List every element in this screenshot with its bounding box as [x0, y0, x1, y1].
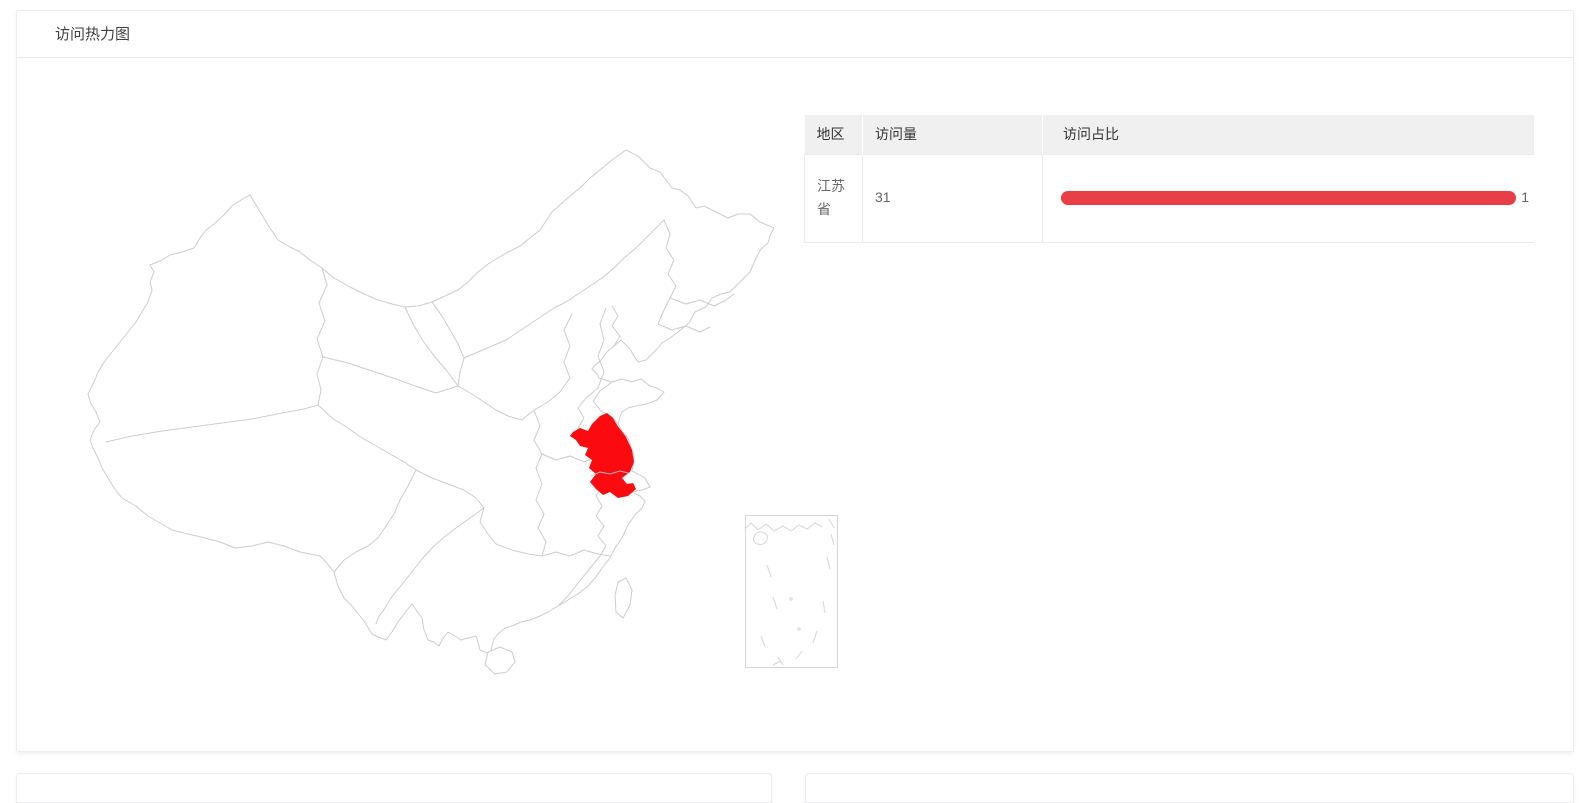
map-region-taiwan: [614, 577, 633, 619]
china-mainland-outline[interactable]: [87, 149, 775, 655]
col-header-visits: 访问量: [862, 115, 1043, 154]
region-table: 地区 访问量 访问占比 江苏省 31 1: [804, 115, 1534, 243]
card-header: 访问热力图: [17, 11, 1573, 58]
cell-visits: 31: [862, 153, 1043, 243]
inset-border: [745, 515, 838, 668]
cell-ratio: 1: [1042, 153, 1534, 243]
ratio-value-label: 1: [1521, 189, 1529, 206]
bottom-left-card: [16, 773, 772, 803]
province-borders: [105, 219, 735, 625]
bottom-right-card: [805, 773, 1574, 803]
table-row: 江苏省 31 1: [804, 153, 1534, 243]
ratio-bar-track: [1061, 191, 1517, 205]
map-region-hainan: [484, 646, 516, 675]
yangtze-river-line: [590, 470, 629, 477]
south-china-sea-inset: [744, 515, 838, 668]
cell-region: 江苏省: [804, 153, 863, 243]
map-region-jiangsu[interactable]: [570, 413, 636, 498]
heatmap-card: 访问热力图: [16, 10, 1574, 752]
ratio-bar: [1061, 191, 1517, 205]
table-header-row: 地区 访问量 访问占比: [804, 115, 1534, 154]
card-title: 访问热力图: [55, 26, 131, 43]
col-header-ratio: 访问占比: [1042, 115, 1534, 154]
map-layer: [87, 149, 775, 675]
china-map-svg[interactable]: [60, 110, 850, 710]
region-stats-table-wrap: 地区 访问量 访问占比 江苏省 31 1: [804, 115, 1534, 243]
col-header-region: 地区: [804, 115, 863, 154]
china-map[interactable]: [60, 110, 850, 710]
